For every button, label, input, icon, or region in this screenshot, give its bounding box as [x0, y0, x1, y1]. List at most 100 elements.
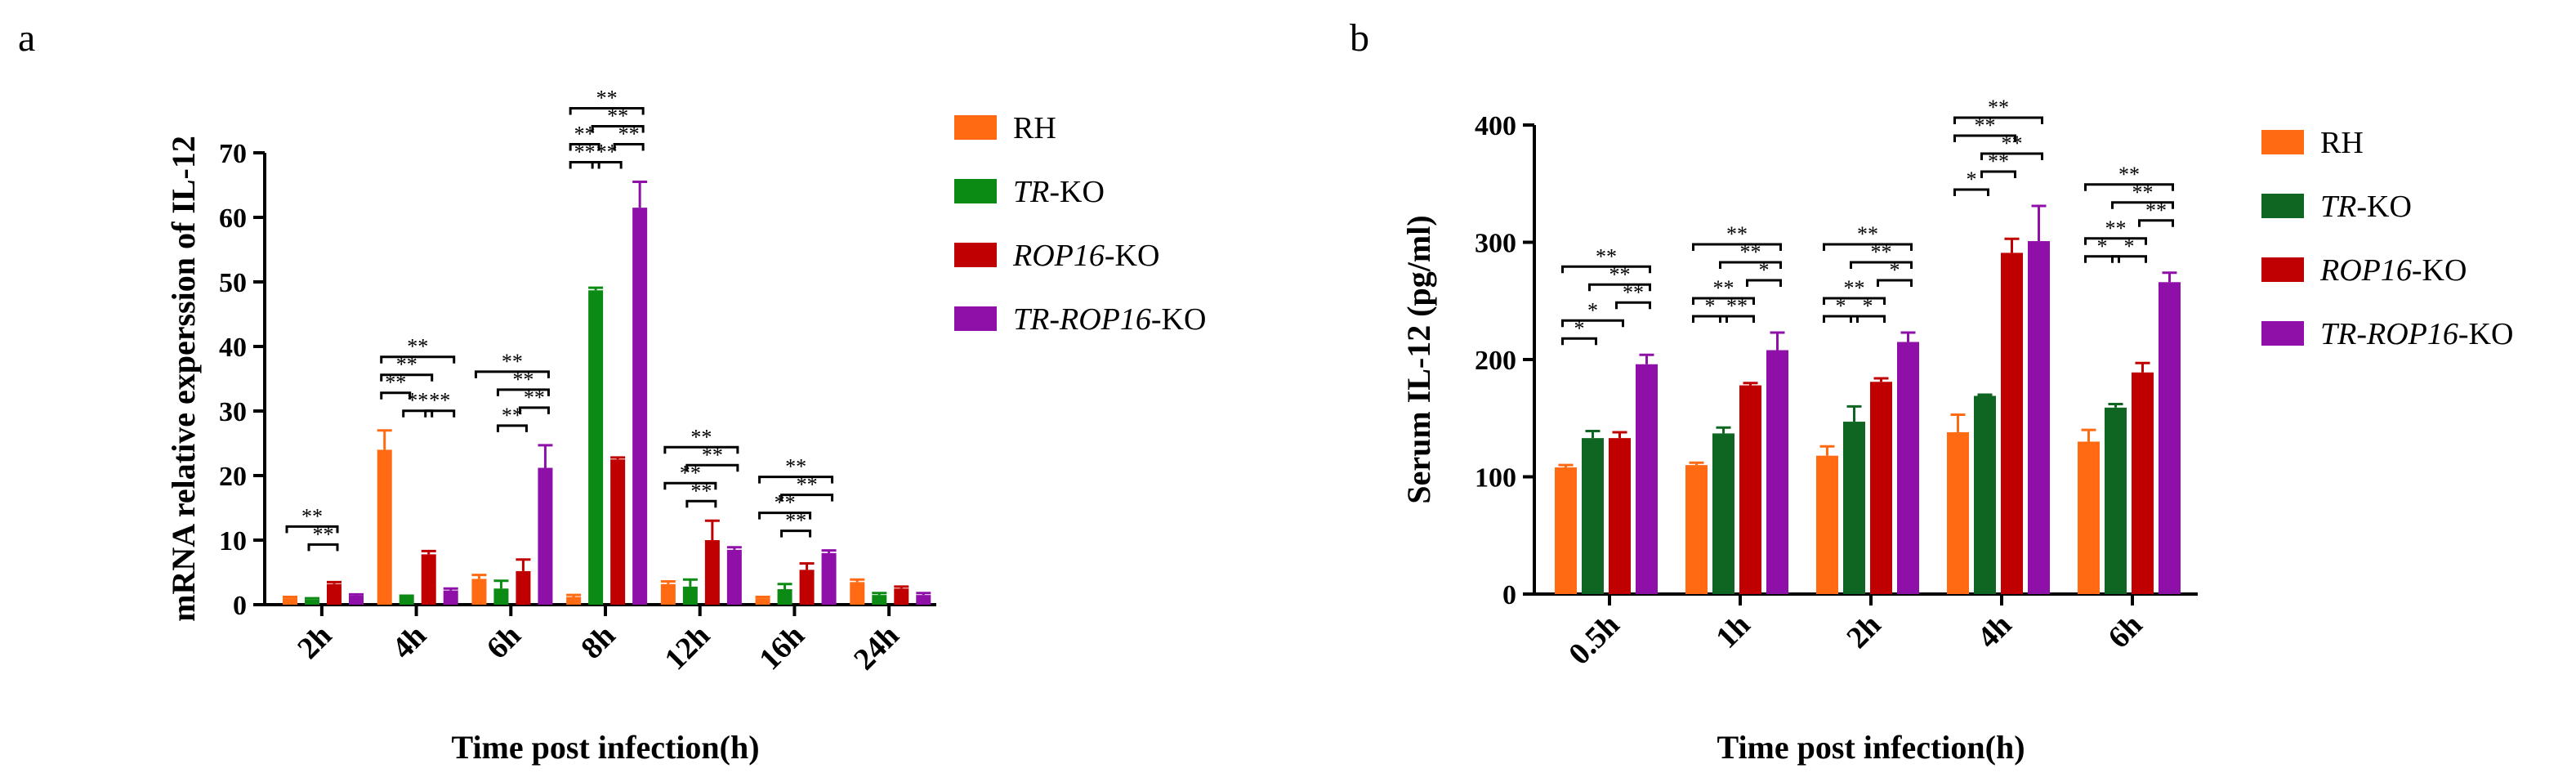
bar [2001, 252, 2023, 594]
significance-bracket [1561, 265, 1651, 274]
significance-bracket [663, 445, 739, 454]
significance-label: ** [785, 455, 806, 479]
bar [566, 597, 582, 605]
significance-label: ** [429, 389, 450, 413]
chart-b: 0 100 200 300 400 Serum IL-12 (pg/ml) Time pos… [1400, 96, 2198, 766]
significance-label: * [2097, 235, 2108, 258]
significance-label: ** [502, 404, 523, 427]
x-tick-label: 2h [291, 619, 338, 666]
significance-label: ** [702, 443, 723, 467]
bar [2132, 372, 2154, 594]
bar [799, 570, 815, 605]
significance-bracket [1561, 319, 1624, 328]
bar [1636, 364, 1658, 594]
significance-label: ** [574, 141, 596, 164]
significance-label: ** [797, 473, 818, 497]
bar [1739, 385, 1761, 594]
bar [1897, 342, 1919, 594]
legend-label-plain: RH [2320, 126, 2364, 160]
chart-a: 0 10 20 30 40 50 60 70 mRNA relative experssion … [165, 87, 936, 766]
bar [399, 597, 414, 605]
legend-label: TR-ROP16-KO [1013, 302, 1206, 337]
bar [443, 590, 458, 605]
significance-label: ** [1713, 276, 1734, 300]
significance-label: ** [680, 461, 701, 485]
bar [821, 552, 837, 605]
x-tick-label: 6h [2101, 608, 2149, 655]
bar [894, 588, 909, 605]
legend-swatch [2261, 321, 2304, 346]
significance-bracket [1692, 243, 1782, 251]
significance-bracket [1719, 315, 1755, 323]
legend-label-plain: -KO [1105, 239, 1160, 273]
bar [1555, 467, 1577, 594]
significance-bracket [307, 543, 339, 552]
significance-label: ** [313, 522, 334, 546]
significance-label: ** [1844, 276, 1865, 300]
x-tick-label: 6h [480, 619, 528, 666]
significance-bracket [424, 409, 456, 418]
bar [493, 588, 509, 605]
significance-label: ** [1596, 244, 1617, 268]
y-tick-label: 40 [219, 333, 247, 363]
y-tick-label: 50 [219, 268, 247, 298]
significance-label: * [1759, 258, 1770, 282]
significance-label: ** [512, 368, 534, 391]
x-tick-label: 2h [1840, 608, 1887, 655]
legend-label: ROP16-KO [1012, 239, 1159, 273]
significance-label: ** [775, 491, 796, 515]
significance-bracket [1746, 279, 1782, 287]
bar [327, 583, 342, 605]
significance-bracket [1692, 297, 1755, 305]
bar [1947, 431, 1969, 594]
x-tick-label: 4h [386, 619, 433, 666]
x-tick-label: 4h [1971, 608, 2018, 655]
significance-bracket [613, 143, 645, 151]
y-axis-title: Serum IL-12 (pg/ml) [1400, 215, 1437, 503]
significance-bracket [663, 481, 717, 490]
significance-bracket [591, 125, 645, 133]
significance-bracket [1850, 261, 1913, 269]
x-tick-label: 12h [659, 619, 717, 677]
y-tick-label: 400 [1475, 111, 1516, 141]
significance-label: * [1890, 258, 1900, 282]
y-tick-label: 60 [219, 203, 247, 234]
significance-label: ** [407, 335, 428, 359]
bar [377, 449, 392, 605]
legend-swatch [954, 115, 997, 140]
y-tick-label: 20 [219, 462, 247, 492]
bar [610, 459, 626, 605]
significance-label: ** [407, 389, 428, 413]
significance-bracket [569, 107, 645, 115]
x-tick-label: 16h [752, 619, 811, 677]
significance-bracket [496, 424, 528, 432]
significance-label: ** [385, 371, 406, 395]
significance-bracket [2084, 183, 2174, 191]
bar [283, 598, 297, 605]
legend-label-italic: TR [1013, 175, 1049, 209]
significance-label: ** [607, 105, 628, 128]
bar [1609, 438, 1631, 594]
significance-bracket [518, 406, 550, 414]
significance-bracket [380, 355, 456, 364]
significance-label: ** [502, 350, 523, 373]
significance-label: ** [1609, 262, 1631, 286]
y-axis-title: mRNA relative experssion of IL-12 [165, 136, 202, 622]
bar [755, 598, 770, 605]
bar [1582, 438, 1604, 594]
x-tick-label: 0.5h [1562, 608, 1626, 672]
bar [777, 589, 792, 605]
significance-bracket [685, 499, 717, 508]
significance-bracket [1823, 315, 1859, 323]
legend-label: TR-KO [1013, 175, 1105, 209]
significance-bracket [569, 143, 600, 151]
legend-label-italic: TR [2320, 190, 2356, 224]
significance-label: * [1863, 294, 1873, 318]
bar [471, 579, 487, 605]
significance-bracket [2084, 255, 2120, 263]
significance-bracket [2111, 201, 2174, 209]
significance-bracket [1719, 261, 1782, 269]
significance-bracket [2111, 255, 2147, 263]
